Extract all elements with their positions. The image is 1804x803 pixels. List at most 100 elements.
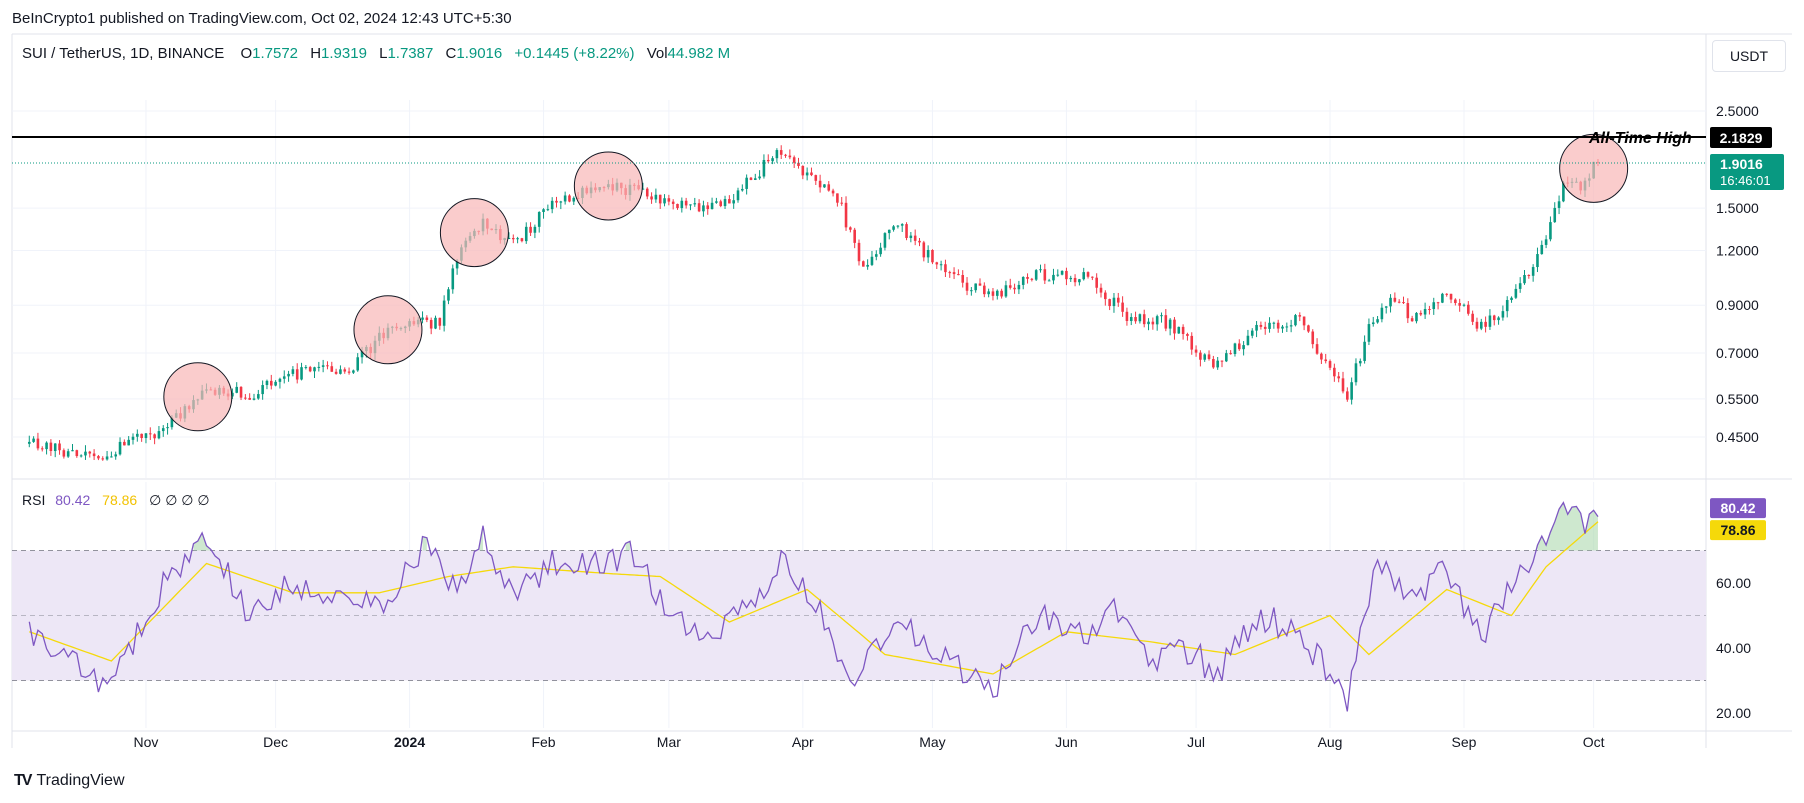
candle-body xyxy=(965,282,969,291)
candle-body xyxy=(680,200,684,209)
candle-body xyxy=(1462,304,1466,306)
candle-body xyxy=(1454,299,1457,303)
open-value: 1.7572 xyxy=(252,45,299,62)
time-tick-label: Jul xyxy=(1187,734,1205,750)
candle-body xyxy=(650,196,653,200)
candle-body xyxy=(1281,326,1284,329)
rsi-legend[interactable]: RSI 80.42 78.86 ∅ ∅ ∅ ∅ xyxy=(22,492,210,509)
candle-body xyxy=(1242,345,1245,350)
candle-body xyxy=(244,397,247,399)
candle-body xyxy=(542,209,545,213)
candle-body xyxy=(321,365,325,367)
candle-body xyxy=(1549,222,1552,240)
candle-body xyxy=(991,291,995,296)
candle-body xyxy=(1497,317,1500,321)
candle-body xyxy=(1501,311,1505,318)
candle-body xyxy=(836,193,839,203)
candle-body xyxy=(900,224,904,226)
candle-body xyxy=(1160,315,1163,317)
rsi-ma-legend-value: 78.86 xyxy=(102,492,138,508)
candle-body xyxy=(1527,274,1531,276)
candle-body xyxy=(1531,267,1535,276)
candle-body xyxy=(1000,290,1003,297)
candle-body xyxy=(438,317,442,326)
candle-body xyxy=(935,262,939,265)
currency-button[interactable]: USDT xyxy=(1712,40,1786,72)
candle-body xyxy=(1129,317,1133,321)
candle-body xyxy=(1203,354,1207,360)
price-tick-label: 1.5000 xyxy=(1716,200,1759,216)
candle-body xyxy=(987,291,990,295)
time-tick-label: Dec xyxy=(263,734,288,750)
candle-body xyxy=(1190,335,1194,350)
candle-body xyxy=(710,202,714,210)
candle-body xyxy=(957,274,960,276)
candle-body xyxy=(805,172,809,176)
candle-body xyxy=(728,199,731,204)
candle-body xyxy=(45,442,48,450)
candle-body xyxy=(1557,201,1561,208)
candle-body xyxy=(1220,360,1224,362)
time-tick-label: Aug xyxy=(1318,734,1343,750)
candle-body xyxy=(352,370,355,373)
candle-body xyxy=(883,233,887,248)
candle-body xyxy=(278,378,282,382)
candle-body xyxy=(766,159,770,162)
candle-body xyxy=(1397,301,1401,303)
candle-body xyxy=(1376,319,1379,323)
candle-body xyxy=(356,357,360,371)
candle-body xyxy=(1467,304,1470,314)
candle-body xyxy=(153,434,156,439)
time-tick-label: Mar xyxy=(657,734,681,750)
candle-body xyxy=(62,450,66,457)
candle-body xyxy=(732,200,735,204)
candle-body xyxy=(814,175,818,181)
volume-value: 44.982 M xyxy=(667,45,731,62)
candle-body xyxy=(516,238,519,240)
candle-body xyxy=(546,209,550,211)
candle-body xyxy=(101,458,105,460)
candle-body xyxy=(239,386,243,398)
price-tick-label: 0.4500 xyxy=(1716,429,1759,445)
candle-body xyxy=(849,227,852,230)
tradingview-logo-text: TradingView xyxy=(36,772,125,789)
candle-body xyxy=(252,398,256,400)
candle-body xyxy=(944,264,947,273)
candle-body xyxy=(1099,287,1103,293)
candle-body xyxy=(1423,308,1427,315)
rsi-legend-empty-values: ∅ ∅ ∅ ∅ xyxy=(149,492,210,508)
candle-body xyxy=(304,367,308,369)
candle-body xyxy=(1475,321,1479,329)
candle-body xyxy=(148,433,152,435)
candle-body xyxy=(1402,302,1405,304)
candle-body xyxy=(568,195,571,202)
candle-body xyxy=(157,431,161,439)
symbol-name[interactable]: SUI / TetherUS, 1D, BINANCE xyxy=(22,45,225,62)
candle-body xyxy=(1354,363,1358,383)
candle-body xyxy=(265,380,269,386)
candle-body xyxy=(455,260,459,269)
candle-body xyxy=(1324,359,1328,362)
candle-body xyxy=(1030,278,1034,280)
candle-body xyxy=(27,441,31,444)
volume-label: Vol xyxy=(646,45,668,62)
candle-body xyxy=(784,154,787,156)
candle-body xyxy=(974,283,977,291)
price-tick-label: 0.7000 xyxy=(1716,345,1759,361)
highlight-circle xyxy=(1559,133,1629,203)
candle-body xyxy=(892,226,895,230)
candle-body xyxy=(235,386,239,393)
candle-body xyxy=(88,451,92,454)
tradingview-logo[interactable]: TV TradingView xyxy=(14,772,125,790)
candle-body xyxy=(1017,284,1021,290)
candle-body xyxy=(1315,344,1319,354)
candle-body xyxy=(801,165,805,176)
candle-body xyxy=(1540,244,1544,255)
high-label: H xyxy=(310,45,322,62)
candle-body xyxy=(983,285,986,295)
candle-body xyxy=(114,454,118,457)
candle-body xyxy=(1065,270,1068,280)
candle-body xyxy=(339,369,342,374)
close-value: 1.9016 xyxy=(456,45,503,62)
